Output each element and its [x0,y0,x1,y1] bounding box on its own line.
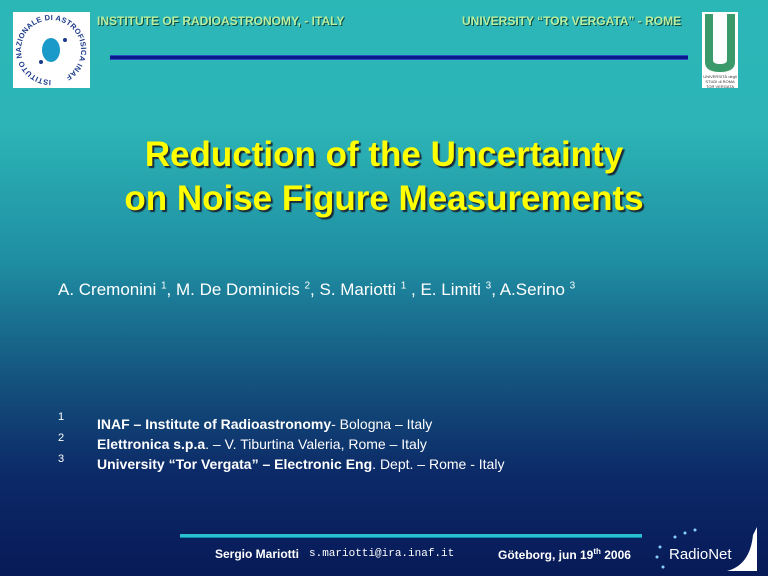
affiliation-3: University “Tor Vergata” – Electronic En… [97,456,504,472]
radionet-logo: RadioNet [645,525,760,573]
tor-vergata-logo-graphic [705,14,735,72]
author-affil: 1 [160,280,167,292]
affiliation-2: Elettronica s.p.a. – V. Tiburtina Valeri… [97,436,427,452]
footer-presenter: Sergio Mariotti [215,547,300,561]
date-year: 2006 [600,548,631,562]
author-list: A. Cremonini 1, M. De Dominicis 2, S. Ma… [58,280,575,300]
affil-number: 1 [58,411,65,423]
inaf-logo-graphic: ISTITUTO NAZIONALE DI ASTROFISICA INAF [14,13,88,87]
date-sup: th [593,547,601,556]
author-name: , E. Limiti [406,280,486,299]
author-name: , M. De Dominicis [166,280,305,299]
affil-org: INAF – Institute of Radioastronomy [97,416,332,432]
affil-location: . Dept. – Rome - Italy [372,456,505,472]
affiliation-1: INAF – Institute of Radioastronomy- Bolo… [97,416,432,432]
tor-vergata-logo: UNIVERSITÀ degli STUDI di ROMA TOR VERGA… [702,12,738,89]
affil-number: 2 [58,432,65,444]
author-affil: 2 [304,280,311,292]
title-line-1: Reduction of the Uncertainty [144,135,624,174]
affil-number: 3 [58,453,65,465]
footer-divider [180,534,642,538]
radionet-logo-graphic: RadioNet [655,527,757,571]
affil-location: - Bologna – Italy [331,416,433,432]
author-name: A. Cremonini [58,280,161,299]
author-affil: 3 [569,280,576,292]
footer-email[interactable]: s.mariotti@ira.inaf.it [309,548,455,560]
affil-org: Elettronica s.p.a [97,436,206,452]
footer-date: Göteborg, jun 19th 2006 [498,547,631,562]
header-university: UNIVERSITY “TOR VERGATA” - ROME [462,14,682,28]
author-affil: 3 [485,280,492,292]
tor-vergata-logo-text: UNIVERSITÀ degli STUDI di ROMA TOR VERGA… [703,74,737,89]
date-text: Göteborg, jun 19 [498,548,594,562]
title-line-2: on Noise Figure Measurements [124,179,644,218]
author-name: , A.Serino [491,280,570,299]
inaf-logo: ISTITUTO NAZIONALE DI ASTROFISICA INAF [13,12,90,88]
header-institute: INSTITUTE OF RADIOASTRONOMY, - ITALY [97,14,345,28]
slide-title: Reduction of the Uncertainty on Noise Fi… [0,133,768,221]
radionet-text: RadioNet [669,546,732,563]
author-name: , S. Mariotti [310,280,401,299]
affil-location: . – V. Tiburtina Valeria, Rome – Italy [205,436,427,452]
author-affil: 1 [400,280,407,292]
affil-org: University “Tor Vergata” – Electronic En… [97,456,373,472]
header-divider [110,55,688,60]
